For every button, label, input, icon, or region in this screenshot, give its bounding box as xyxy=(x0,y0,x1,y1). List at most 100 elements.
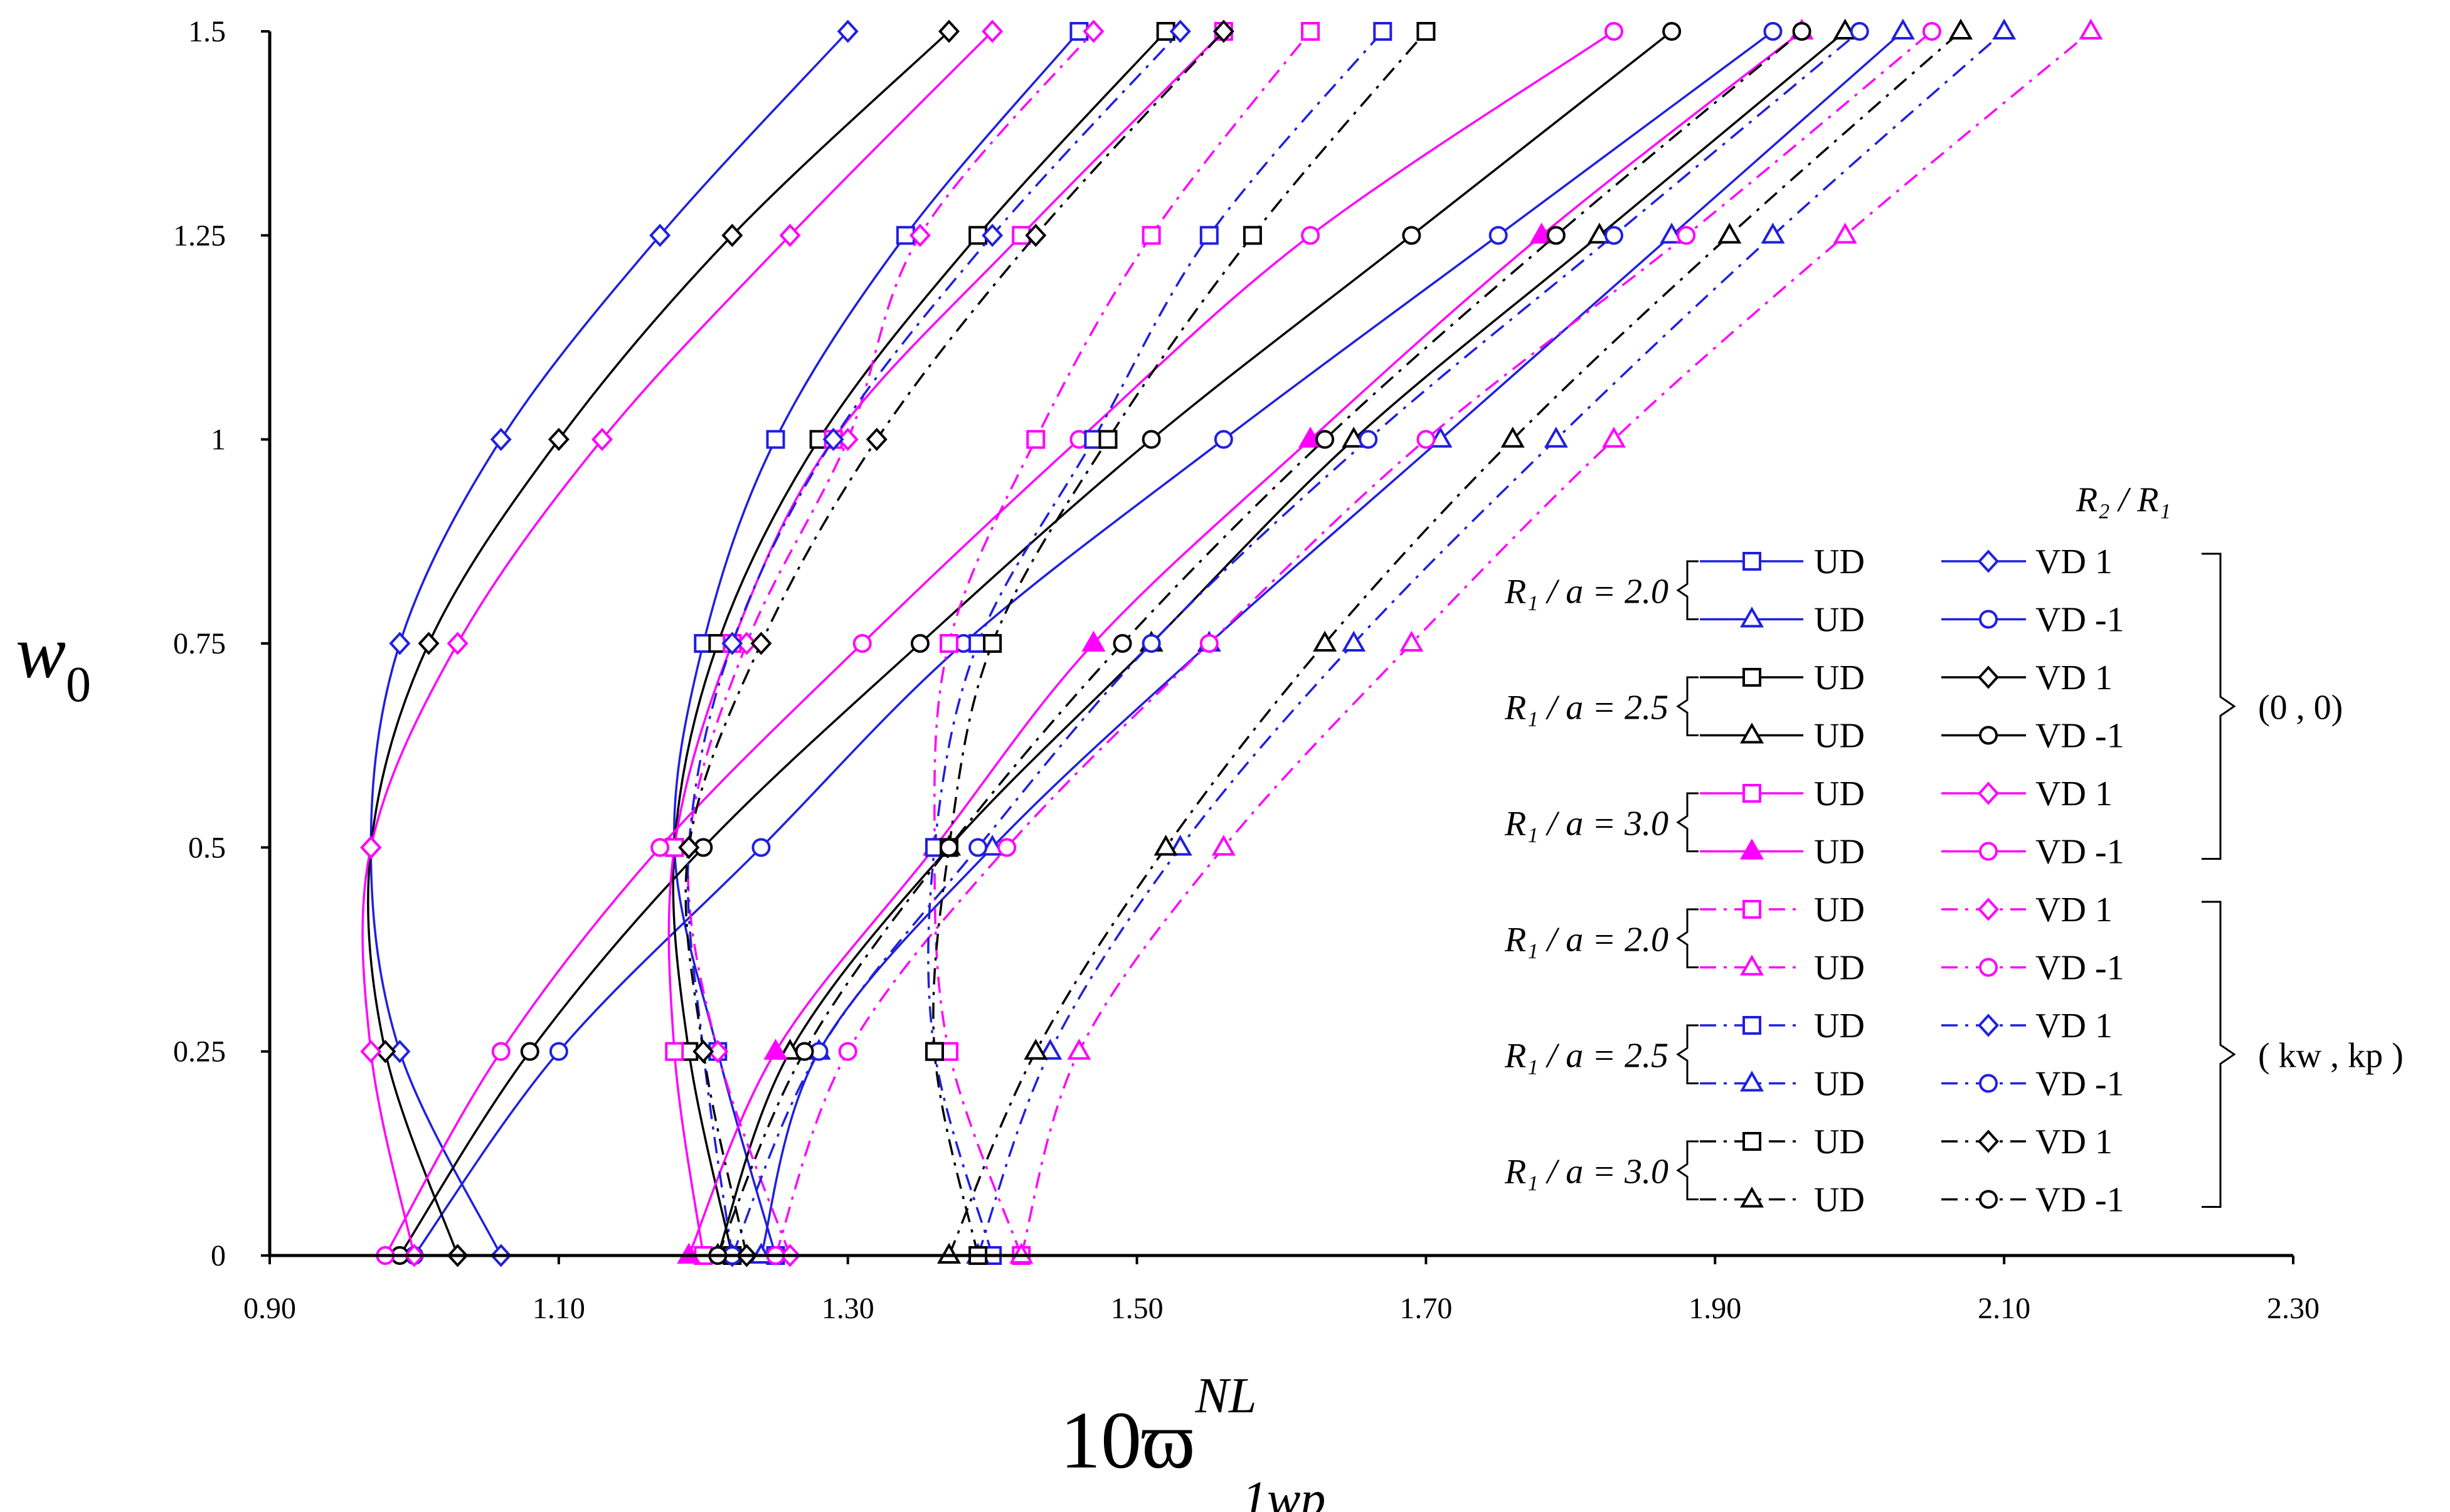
y-tick-label: 0.5 xyxy=(188,831,226,864)
series-point xyxy=(1922,22,1941,41)
series-point xyxy=(1833,223,1857,244)
legend-vd-label: VD xyxy=(2035,891,2086,929)
series-point xyxy=(795,1042,814,1061)
legend-ud-marker xyxy=(1742,552,1761,571)
legend-vd-label: VD xyxy=(2035,949,2086,988)
series-point xyxy=(1948,18,1973,40)
y-tick-label: 1.5 xyxy=(188,15,226,48)
series-line xyxy=(731,30,1860,1256)
series-point xyxy=(678,835,700,859)
legend-pair-brace xyxy=(1676,1024,1699,1084)
legend-pair-brace xyxy=(1676,908,1699,968)
x-axis-title-sup: NL xyxy=(1195,1368,1257,1424)
series-point xyxy=(1850,22,1869,41)
series-point xyxy=(1359,430,1378,449)
series-point xyxy=(649,223,671,247)
y-tick-label: 1 xyxy=(211,423,226,457)
series-point xyxy=(549,1042,568,1061)
legend-ratio: -1 xyxy=(2095,717,2124,756)
series-point xyxy=(447,632,469,655)
series-14 xyxy=(678,19,1105,1267)
y-tick-label: 0 xyxy=(211,1239,226,1272)
legend-vd-marker xyxy=(1977,665,2000,689)
legend-ud-label: UD xyxy=(1814,1065,1865,1104)
series-point xyxy=(389,1040,411,1064)
series-line xyxy=(716,30,1803,1256)
series-point xyxy=(520,1042,539,1061)
series-point xyxy=(822,428,844,452)
y-tick-label: 0.25 xyxy=(173,1035,226,1069)
series-point xyxy=(909,223,931,247)
series-point xyxy=(779,223,801,247)
legend-ratio: -1 xyxy=(2095,601,2124,640)
legend-vd-label: VD xyxy=(2035,775,2086,813)
legend-row: UD VD 1 xyxy=(1700,542,2113,581)
x-tick-label: 0.90 xyxy=(243,1292,296,1325)
series-point xyxy=(938,19,960,43)
series-point xyxy=(374,1040,396,1064)
series-point xyxy=(1763,22,1783,41)
series-point xyxy=(736,632,758,655)
legend-row: UD VD -1 xyxy=(1700,601,2124,640)
y-tick-label: 0.75 xyxy=(173,627,226,660)
series-point xyxy=(1604,226,1623,245)
series-23 xyxy=(708,22,1811,1265)
series-point xyxy=(1891,18,1915,40)
legend-vd-label: VD xyxy=(2035,542,2086,581)
series-point xyxy=(1546,226,1566,245)
legend-vd-marker xyxy=(1977,1013,2000,1037)
legend-ud-marker xyxy=(1742,1016,1761,1035)
series-point xyxy=(983,634,1002,653)
series-point xyxy=(837,19,859,43)
series-point xyxy=(940,634,959,653)
series-point xyxy=(1301,22,1320,41)
series-point xyxy=(1660,223,1684,244)
series-point xyxy=(1601,426,1626,448)
series-point xyxy=(749,1242,773,1264)
series-point xyxy=(1098,430,1118,449)
legend-vd-marker xyxy=(1977,1129,2000,1153)
series-point xyxy=(707,1040,729,1064)
series-point xyxy=(389,632,411,655)
legend-ud-label: UD xyxy=(1814,658,1865,697)
series-point xyxy=(1544,426,1568,448)
legend-row: UD VD -1 xyxy=(1700,1065,2124,1104)
legend-ud-label: UD xyxy=(1814,775,1865,813)
legend-ud-marker xyxy=(1742,668,1761,687)
series-point xyxy=(692,1040,714,1064)
series-point xyxy=(866,428,888,452)
y-axis-title-sub: 0 xyxy=(66,657,91,712)
series-point xyxy=(1298,426,1323,448)
legend-r1a-label: R₁ / a = 2.0 xyxy=(1504,572,1668,611)
legend-condition: (0 , 0) xyxy=(2258,688,2343,727)
series-line xyxy=(398,30,1673,1256)
series-10 xyxy=(360,19,1004,1267)
legend-pair-brace xyxy=(1676,560,1699,620)
series-point xyxy=(548,428,570,452)
series-point xyxy=(968,838,988,857)
series-point xyxy=(1153,835,1178,856)
series-point xyxy=(1677,226,1696,245)
x-tick-label: 2.10 xyxy=(1978,1292,2030,1325)
series-point xyxy=(1399,630,1424,652)
series-point xyxy=(940,838,959,857)
series-point xyxy=(852,634,872,653)
legend-ud-marker xyxy=(1739,1071,1764,1092)
legend-ratio: -1 xyxy=(2095,833,2124,872)
series-point xyxy=(1142,634,1161,653)
legend-row: UD VD -1 xyxy=(1700,949,2124,988)
series-point xyxy=(980,835,1005,856)
legend-ud-label: UD xyxy=(1814,1181,1865,1220)
series-line xyxy=(369,30,849,1256)
series-point xyxy=(936,1242,962,1264)
legend-vd-label: VD xyxy=(2035,658,2086,697)
legend-ud-marker xyxy=(1739,722,1764,744)
series-point xyxy=(1211,835,1236,856)
legend-ratio: 1 xyxy=(2095,542,2113,581)
series-point xyxy=(591,428,613,452)
series-point xyxy=(1342,426,1366,448)
series-point xyxy=(1416,22,1436,41)
y-axis-title: w0 xyxy=(16,610,91,712)
legend-ratio: 1 xyxy=(2095,891,2113,929)
series-point xyxy=(360,1040,382,1064)
